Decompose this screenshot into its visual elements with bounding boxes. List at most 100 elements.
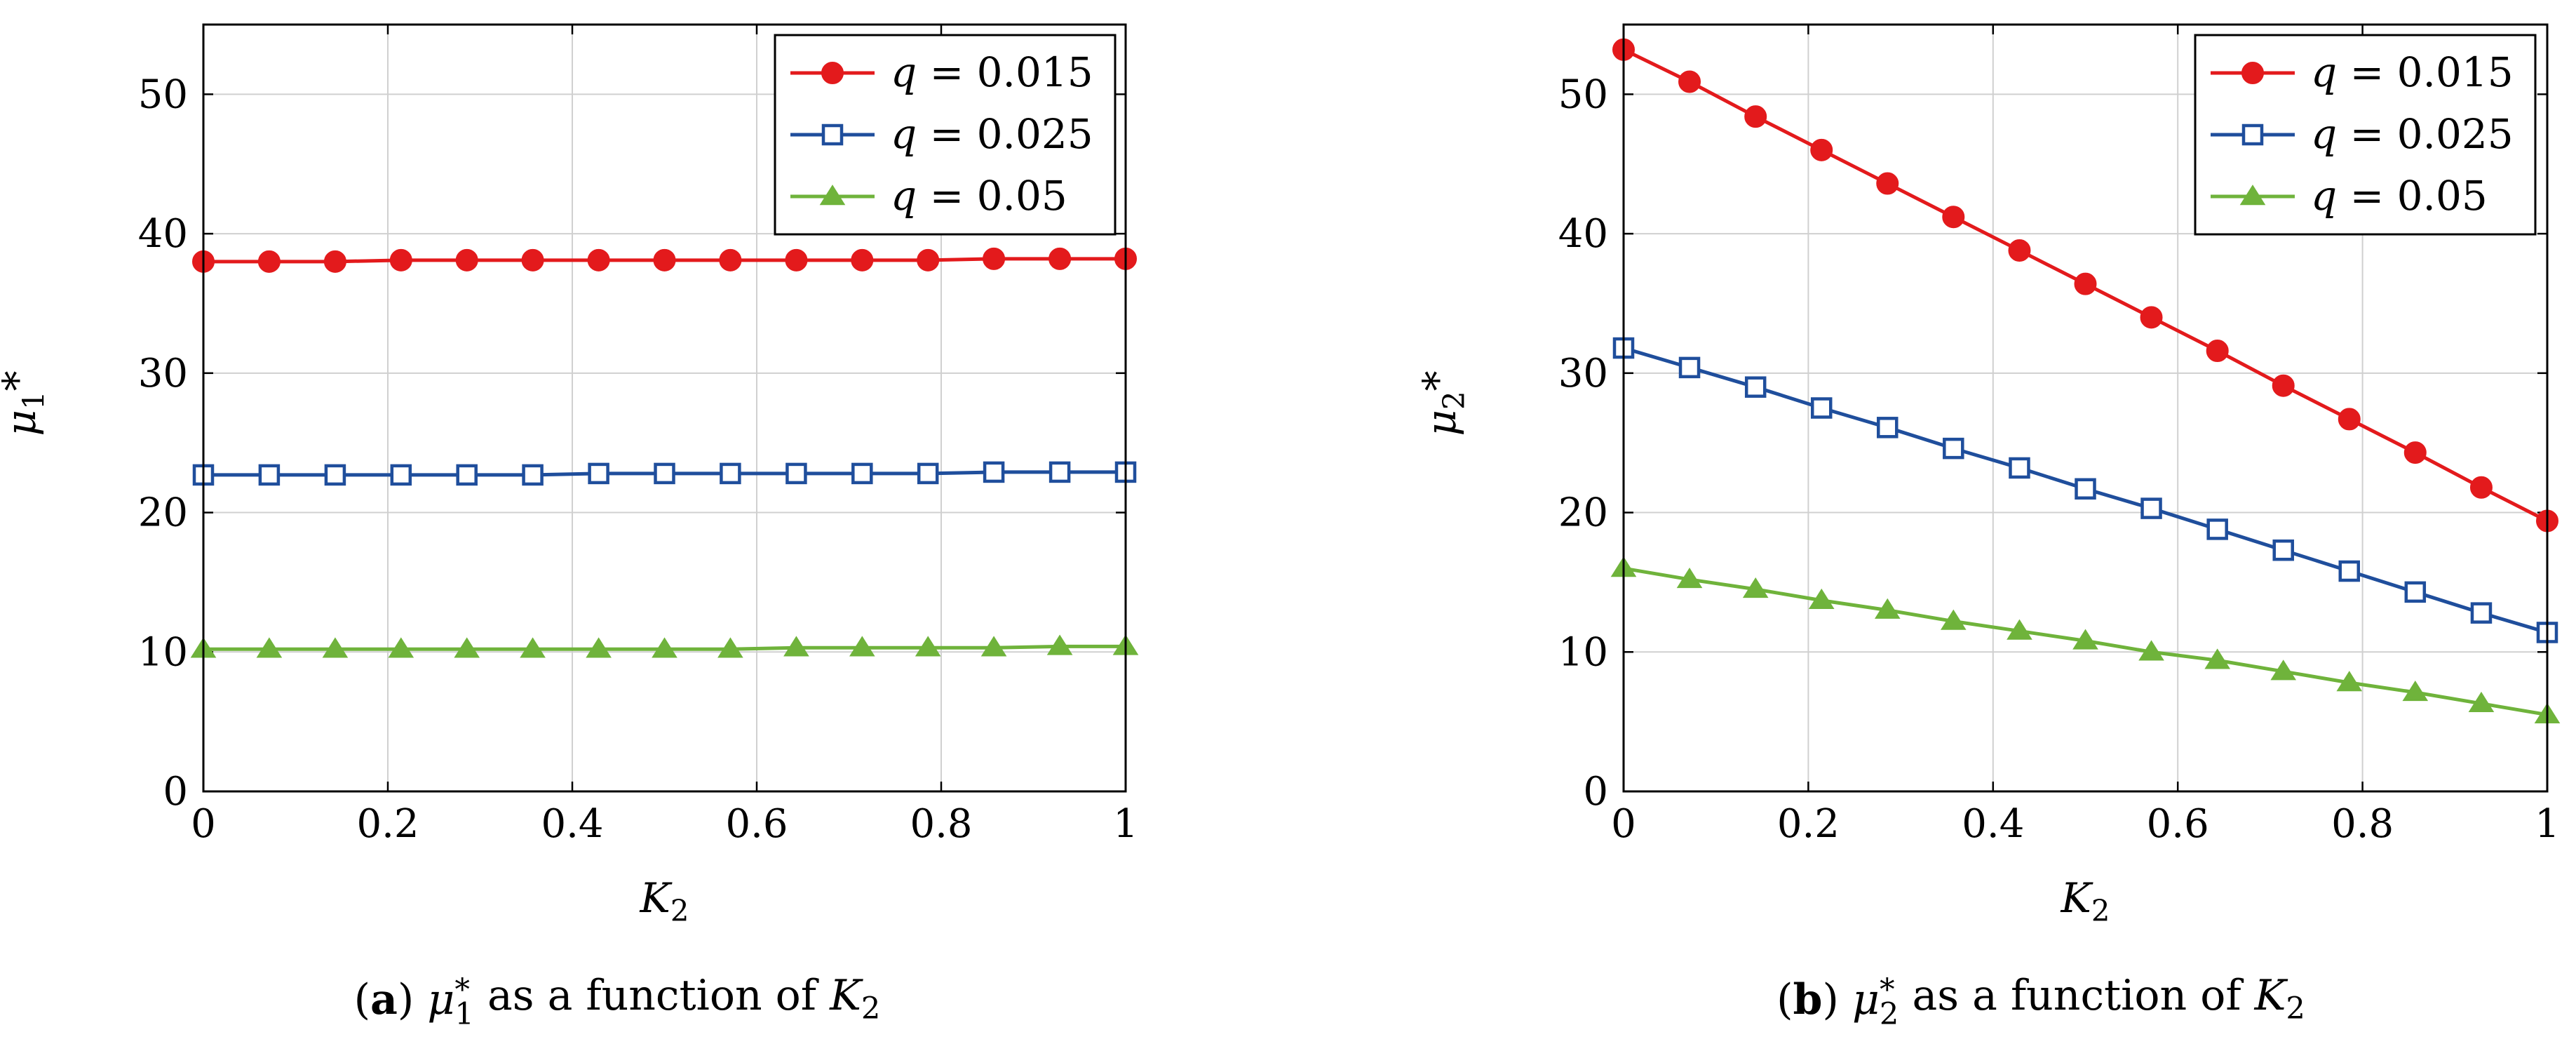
- y-tick-label: 10: [138, 629, 188, 675]
- data-point-triangle: [256, 637, 283, 658]
- x-tick-label: 0.2: [1777, 801, 1840, 847]
- y-axis-label: μ2*: [1414, 370, 1471, 436]
- data-point-triangle: [2270, 660, 2297, 681]
- series-q0-05: [1610, 556, 2561, 723]
- data-point-square: [2338, 560, 2361, 582]
- data-point-circle: [719, 248, 742, 272]
- y-tick-label: 40: [1558, 211, 1608, 257]
- x-tick-label: 1: [2535, 801, 2560, 847]
- data-point-square: [2470, 602, 2493, 624]
- caption: (a) μ* 1 as a function of K2: [354, 971, 881, 1032]
- data-point-triangle: [2007, 619, 2032, 640]
- data-point-circle: [1876, 172, 1899, 195]
- series-q0-05: [190, 634, 1139, 658]
- legend-label: q = 0.015: [2311, 48, 2514, 96]
- x-tick-label: 0.6: [725, 801, 788, 847]
- y-tick-label: 0: [1583, 769, 1608, 815]
- series-q0-015: [1612, 38, 2558, 533]
- x-axis-label: K2: [640, 874, 689, 928]
- legend-label: q = 0.025: [891, 110, 1093, 158]
- data-point-square: [1048, 461, 1071, 483]
- data-point-square: [1943, 437, 1964, 460]
- data-point-square: [522, 464, 544, 486]
- data-point-square: [654, 462, 675, 485]
- data-point-triangle: [520, 637, 546, 658]
- data-point-triangle: [1940, 609, 1967, 630]
- y-tick-label: 40: [138, 211, 188, 257]
- data-point-square: [2241, 123, 2264, 146]
- legend: q = 0.015 q = 0.025 q = 0.05: [774, 34, 1117, 236]
- legend-label: q = 0.025: [2311, 110, 2514, 158]
- x-tick-label: 0.8: [910, 801, 972, 847]
- data-point-square: [1744, 376, 1767, 398]
- caption: (b) μ* 2 as a function of K2: [1776, 971, 2305, 1032]
- data-point-circle: [389, 248, 412, 272]
- plot-frame: [202, 23, 1127, 793]
- data-point-triangle: [980, 636, 1007, 657]
- data-point-circle: [983, 247, 1006, 270]
- data-point-square: [917, 462, 939, 485]
- data-point-circle: [1744, 105, 1767, 128]
- series-q0-015: [192, 247, 1137, 273]
- legend-label: q = 0.05: [2311, 172, 2488, 220]
- data-point-circle: [2074, 272, 2097, 295]
- data-point-circle: [587, 248, 610, 272]
- data-point-triangle: [2468, 691, 2495, 713]
- data-point-square: [2009, 457, 2030, 479]
- data-point-circle: [785, 248, 808, 272]
- data-point-square: [2272, 539, 2294, 561]
- y-tick-label: 20: [1558, 490, 1608, 536]
- data-point-circle: [2403, 441, 2427, 464]
- data-point-square: [2075, 478, 2096, 500]
- data-point-triangle: [915, 636, 941, 657]
- data-point-square: [851, 462, 873, 485]
- data-point-square: [821, 123, 844, 146]
- x-axis-label: K2: [2061, 874, 2110, 928]
- data-point-circle: [851, 248, 874, 272]
- y-tick-label: 30: [1558, 351, 1608, 396]
- series-q0-025: [1612, 337, 2558, 643]
- x-tick-label: 0: [1611, 801, 1636, 847]
- data-point-circle: [2241, 62, 2264, 84]
- data-point-circle: [2008, 239, 2031, 262]
- data-point-triangle: [322, 637, 349, 658]
- y-axis-label: μ1*: [0, 370, 51, 436]
- data-point-triangle: [1742, 577, 1769, 598]
- data-point-triangle: [1808, 588, 1835, 609]
- data-point-triangle: [2336, 671, 2363, 692]
- data-point-triangle: [2239, 185, 2266, 206]
- data-point-circle: [1678, 70, 1701, 93]
- data-point-square: [2404, 581, 2427, 603]
- data-point-circle: [821, 62, 844, 84]
- data-point-triangle: [1874, 598, 1901, 619]
- data-point-circle: [1048, 247, 1072, 270]
- data-point-square: [1877, 417, 1899, 439]
- data-point-square: [1678, 356, 1701, 379]
- data-point-circle: [1810, 138, 1833, 161]
- x-tick-label: 0.6: [2147, 801, 2209, 847]
- data-point-square: [1810, 397, 1833, 419]
- data-point-square: [258, 464, 281, 486]
- data-point-triangle: [783, 636, 809, 657]
- data-point-square: [2206, 518, 2228, 540]
- data-point-circle: [2140, 306, 2163, 329]
- data-point-triangle: [1046, 634, 1073, 655]
- data-point-circle: [1942, 206, 1965, 229]
- data-point-triangle: [586, 637, 612, 658]
- data-point-square: [324, 464, 346, 486]
- data-point-circle: [653, 248, 676, 272]
- plot-frame: [1622, 23, 2549, 793]
- data-point-triangle: [849, 636, 875, 657]
- data-point-square: [2140, 497, 2162, 519]
- legend-label: q = 0.015: [891, 48, 1093, 96]
- x-tick-label: 0.4: [1962, 801, 2024, 847]
- data-point-circle: [2272, 374, 2295, 397]
- data-point-circle: [917, 248, 940, 272]
- data-point-square: [390, 464, 412, 486]
- data-point-triangle: [2402, 681, 2429, 702]
- data-point-circle: [257, 250, 281, 273]
- data-point-circle: [2469, 476, 2493, 499]
